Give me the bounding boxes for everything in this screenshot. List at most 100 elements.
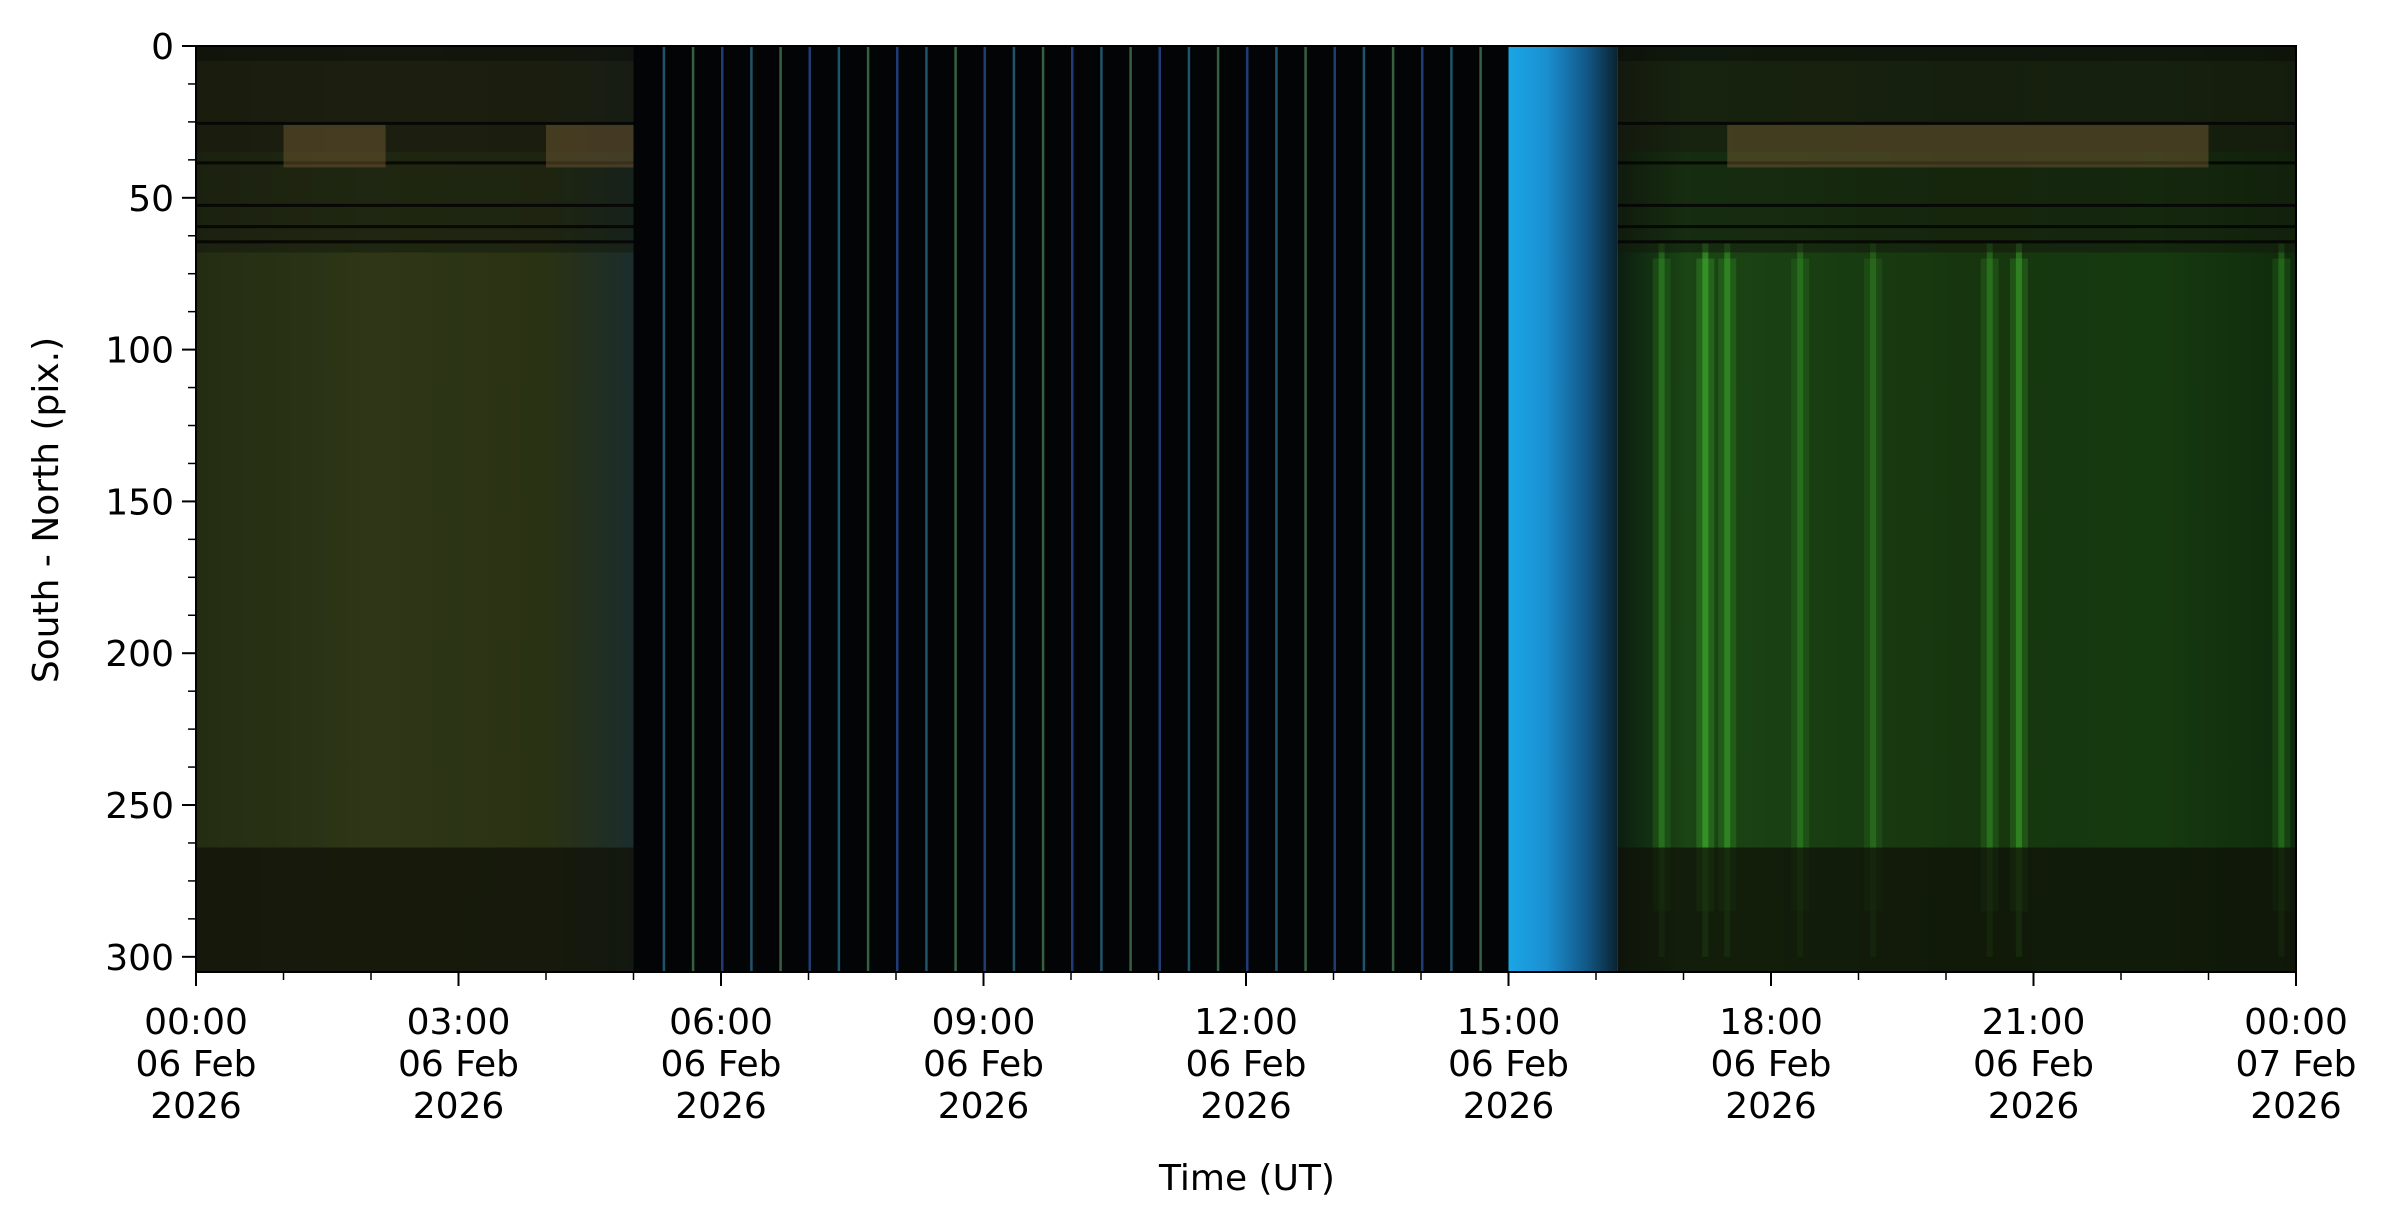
y-axis-label: South - North (pix.) [26,337,67,683]
horizon-line [196,225,634,229]
aurora-streak [1652,258,1671,912]
aurora-streak [1702,243,1709,957]
daylight-frame [837,46,841,972]
horizon-line [1617,240,2296,244]
plot-area [195,45,2297,973]
daylight-frame [779,46,782,972]
top-band [1617,61,2296,153]
x-tick-label: 18:00 06 Feb 2026 [1711,1002,1832,1127]
x-tick-label-line: 06 Feb [1186,1044,1307,1085]
x-tick-label: 06:00 06 Feb 2026 [661,1002,782,1127]
top-band [1617,152,2296,253]
x-tick-label-line: 2026 [1988,1086,2080,1127]
x-tick-label: 15:00 06 Feb 2026 [1448,1002,1569,1127]
horizon-line [1617,161,2296,165]
daylight-frame [1479,46,1482,972]
horizon-line [196,161,634,165]
x-tick-label-line: 2026 [1725,1086,1817,1127]
aurora-streak [2015,243,2022,957]
daylight-frame [1041,46,1045,972]
y-tick-label: 150 [105,482,174,523]
daylight-frame [1158,46,1161,972]
horizon-line [1617,225,2296,229]
aurora-streak [1797,243,1804,957]
daylight-frame [1275,46,1278,972]
y-tick-label: 250 [105,786,174,827]
aurora-streak [1980,258,1999,912]
aurora-streak [1718,258,1737,912]
aurora-streak [1870,243,1877,957]
x-tick-label-line: 2026 [413,1086,505,1127]
light-glow [546,124,634,168]
x-tick-label-line: 06:00 [669,1002,773,1043]
x-tick-label-line: 15:00 [1457,1002,1561,1043]
aurora-streak [1864,258,1883,912]
y-axis: 0 50 100 150 200 250 300 [105,27,196,979]
x-tick-label: 00:00 07 Feb 2026 [2236,1002,2357,1127]
x-tick-label-line: 2026 [2250,1086,2342,1127]
horizon-line [1617,121,2296,125]
daylight-frame [1187,46,1191,972]
x-tick-label: 09:00 06 Feb 2026 [923,1002,1044,1127]
daylight-frame [1333,46,1336,972]
horizon-line [196,121,634,125]
bottom-band [196,847,634,972]
region-twilight [1508,46,1618,972]
x-tick-label: 03:00 06 Feb 2026 [398,1002,519,1127]
daylight-frame [1304,46,1307,972]
x-tick-label-line: 2026 [150,1086,242,1127]
daylight-frame [1071,46,1074,972]
aurora-streak [1986,243,1993,957]
x-tick-label-line: 06 Feb [1448,1044,1569,1085]
horizon-line [1617,203,2296,207]
daylight-frame [1216,46,1220,972]
top-band [196,46,634,62]
x-tick-label-line: 21:00 [1982,1002,2086,1043]
y-tick-label: 100 [105,331,174,372]
daylight-frame [983,46,986,972]
light-glow [1727,124,2209,168]
x-tick-label-line: 09:00 [932,1002,1036,1043]
x-tick-label-line: 00:00 [144,1002,248,1043]
daylight-frame [1362,46,1366,972]
aurora-streak [2278,243,2285,957]
x-tick-label-line: 2026 [938,1086,1030,1127]
daylight-frame [896,46,899,972]
aurora-streak [1791,258,1810,912]
x-tick-label-line: 2026 [675,1086,767,1127]
x-tick-label-line: 00:00 [2244,1002,2348,1043]
daylight-frame [925,46,928,972]
light-glow [283,124,386,168]
x-tick-label-line: 06 Feb [923,1044,1044,1085]
daylight-frame [691,46,695,972]
daylight-frame [662,46,666,972]
aurora-streak [2009,258,2028,912]
aurora-streak [1658,243,1665,957]
daylight-frame [1100,46,1103,972]
x-tick-label-line: 2026 [1200,1086,1292,1127]
daylight-frame [1246,46,1249,972]
x-tick-label-line: 06 Feb [661,1044,782,1085]
daylight-frame [1129,46,1132,972]
y-tick-label: 0 [151,27,174,68]
daylight-frame [1012,46,1016,972]
horizon-line [196,240,634,244]
x-tick-label: 12:00 06 Feb 2026 [1186,1002,1307,1127]
daylight-frame [954,46,957,972]
x-tick-label: 21:00 06 Feb 2026 [1973,1002,2094,1127]
x-tick-label-line: 06 Feb [136,1044,257,1085]
aurora-streak [2272,258,2291,912]
top-band [1617,46,2296,62]
top-band [196,61,634,153]
x-tick-label: 00:00 06 Feb 2026 [136,1002,257,1127]
daylight-frame [808,46,811,972]
x-tick-label-line: 06 Feb [1711,1044,1832,1085]
y-tick-label: 300 [105,938,174,979]
aurora-streak [1696,258,1715,912]
daylight-frame [750,46,753,972]
x-tick-label-line: 12:00 [1194,1002,1298,1043]
bottom-band [1617,847,2296,972]
